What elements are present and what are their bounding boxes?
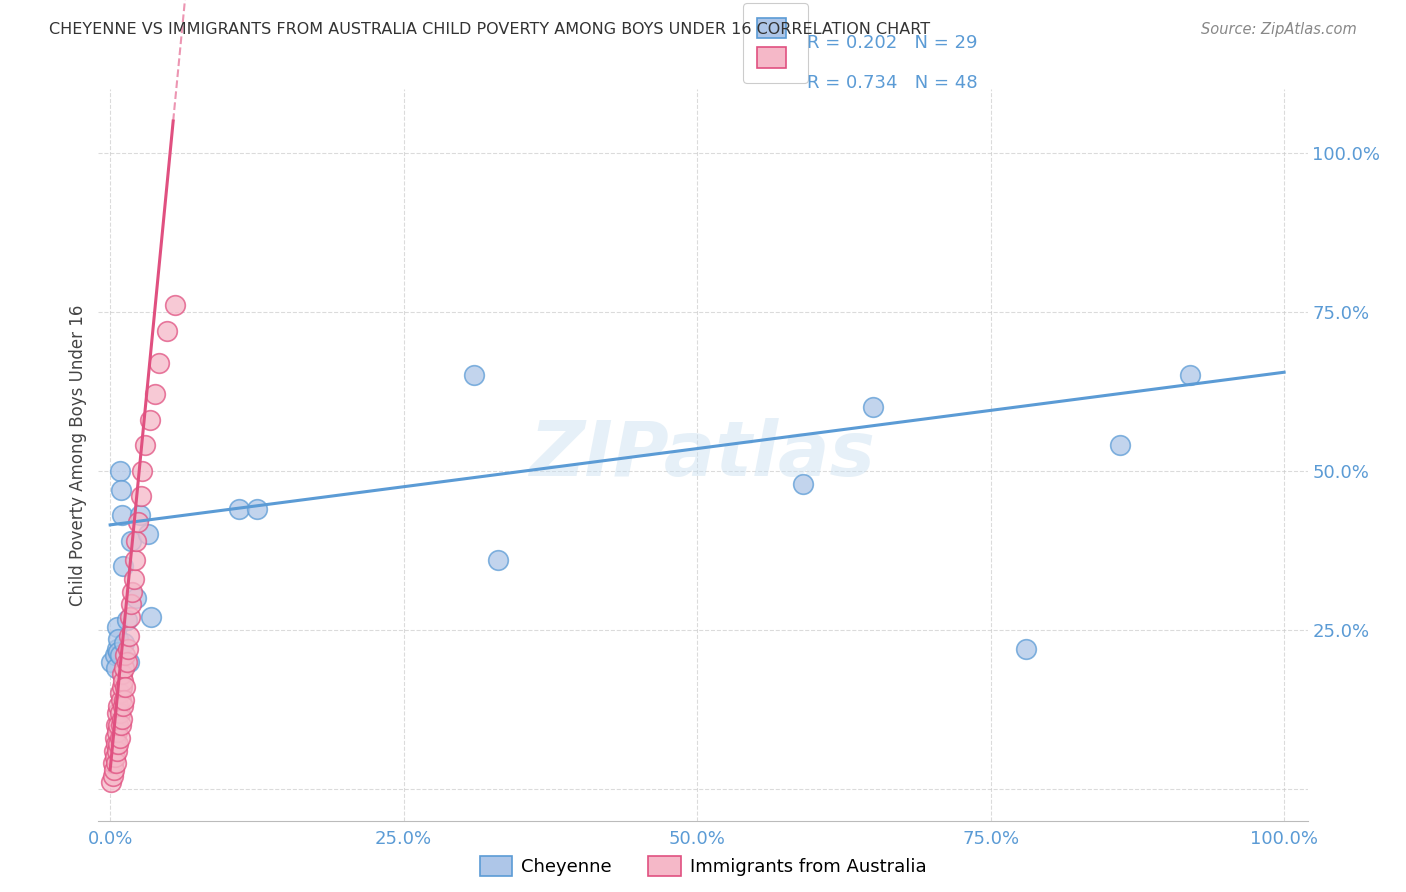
Point: [120, 533, 142, 548]
Point: [108, 464, 131, 478]
Legend: , : ,: [742, 4, 808, 83]
Point: [107, 632, 129, 647]
Legend: Cheyenne, Immigrants from Australia: Cheyenne, Immigrants from Australia: [472, 848, 934, 883]
Point: [112, 661, 135, 675]
Text: ZIPatlas: ZIPatlas: [530, 418, 876, 491]
Point: [104, 750, 127, 764]
Point: [120, 598, 142, 612]
Point: [141, 610, 163, 624]
Point: [108, 706, 131, 720]
Point: [118, 655, 141, 669]
Point: [115, 613, 138, 627]
Point: [101, 769, 124, 783]
Point: [148, 356, 170, 370]
Point: [792, 476, 814, 491]
Point: [105, 641, 128, 656]
Point: [103, 744, 125, 758]
Point: [112, 635, 135, 649]
Point: [105, 661, 128, 675]
Point: [1180, 368, 1202, 383]
Point: [121, 584, 143, 599]
Text: R = 0.202   N = 29: R = 0.202 N = 29: [807, 34, 977, 52]
Point: [115, 655, 138, 669]
Point: [118, 629, 141, 643]
Point: [163, 298, 186, 312]
Point: [1015, 641, 1038, 656]
Point: [117, 641, 139, 656]
Point: [110, 483, 132, 497]
Point: [139, 413, 162, 427]
Point: [107, 718, 129, 732]
Point: [125, 591, 148, 605]
Point: [108, 686, 131, 700]
Point: [112, 559, 135, 574]
Point: [122, 572, 145, 586]
Point: [104, 648, 127, 663]
Point: [111, 712, 134, 726]
Point: [105, 756, 128, 771]
Point: [862, 401, 884, 415]
Point: [105, 620, 128, 634]
Point: [111, 508, 134, 523]
Point: [105, 737, 128, 751]
Text: CHEYENNE VS IMMIGRANTS FROM AUSTRALIA CHILD POVERTY AMONG BOYS UNDER 16 CORRELAT: CHEYENNE VS IMMIGRANTS FROM AUSTRALIA CH…: [49, 22, 931, 37]
Point: [228, 502, 250, 516]
Point: [155, 324, 177, 338]
Point: [129, 489, 152, 503]
Point: [143, 387, 166, 401]
Point: [1108, 438, 1130, 452]
Point: [103, 763, 125, 777]
Text: R = 0.734   N = 48: R = 0.734 N = 48: [807, 74, 977, 92]
Point: [110, 693, 132, 707]
Point: [100, 775, 122, 789]
Point: [104, 731, 127, 745]
Point: [108, 648, 131, 663]
Point: [128, 508, 150, 523]
Point: [120, 610, 142, 624]
Point: [111, 680, 134, 694]
Point: [114, 680, 136, 694]
Point: [463, 368, 485, 383]
Point: [101, 756, 124, 771]
Point: [127, 515, 149, 529]
Point: [105, 706, 128, 720]
Point: [105, 718, 128, 732]
Point: [124, 553, 146, 567]
Point: [108, 731, 131, 745]
Point: [136, 527, 159, 541]
Point: [112, 699, 135, 714]
Point: [107, 645, 129, 659]
Text: Source: ZipAtlas.com: Source: ZipAtlas.com: [1201, 22, 1357, 37]
Point: [486, 553, 509, 567]
Point: [107, 699, 129, 714]
Point: [246, 502, 269, 516]
Point: [110, 718, 132, 732]
Point: [112, 673, 135, 688]
Point: [125, 533, 148, 548]
Point: [131, 464, 153, 478]
Point: [114, 648, 136, 663]
Point: [100, 655, 122, 669]
Point: [105, 744, 128, 758]
Point: [107, 737, 129, 751]
Y-axis label: Child Poverty Among Boys Under 16: Child Poverty Among Boys Under 16: [69, 304, 87, 606]
Point: [105, 724, 128, 739]
Point: [111, 667, 134, 681]
Point: [112, 693, 135, 707]
Point: [134, 438, 156, 452]
